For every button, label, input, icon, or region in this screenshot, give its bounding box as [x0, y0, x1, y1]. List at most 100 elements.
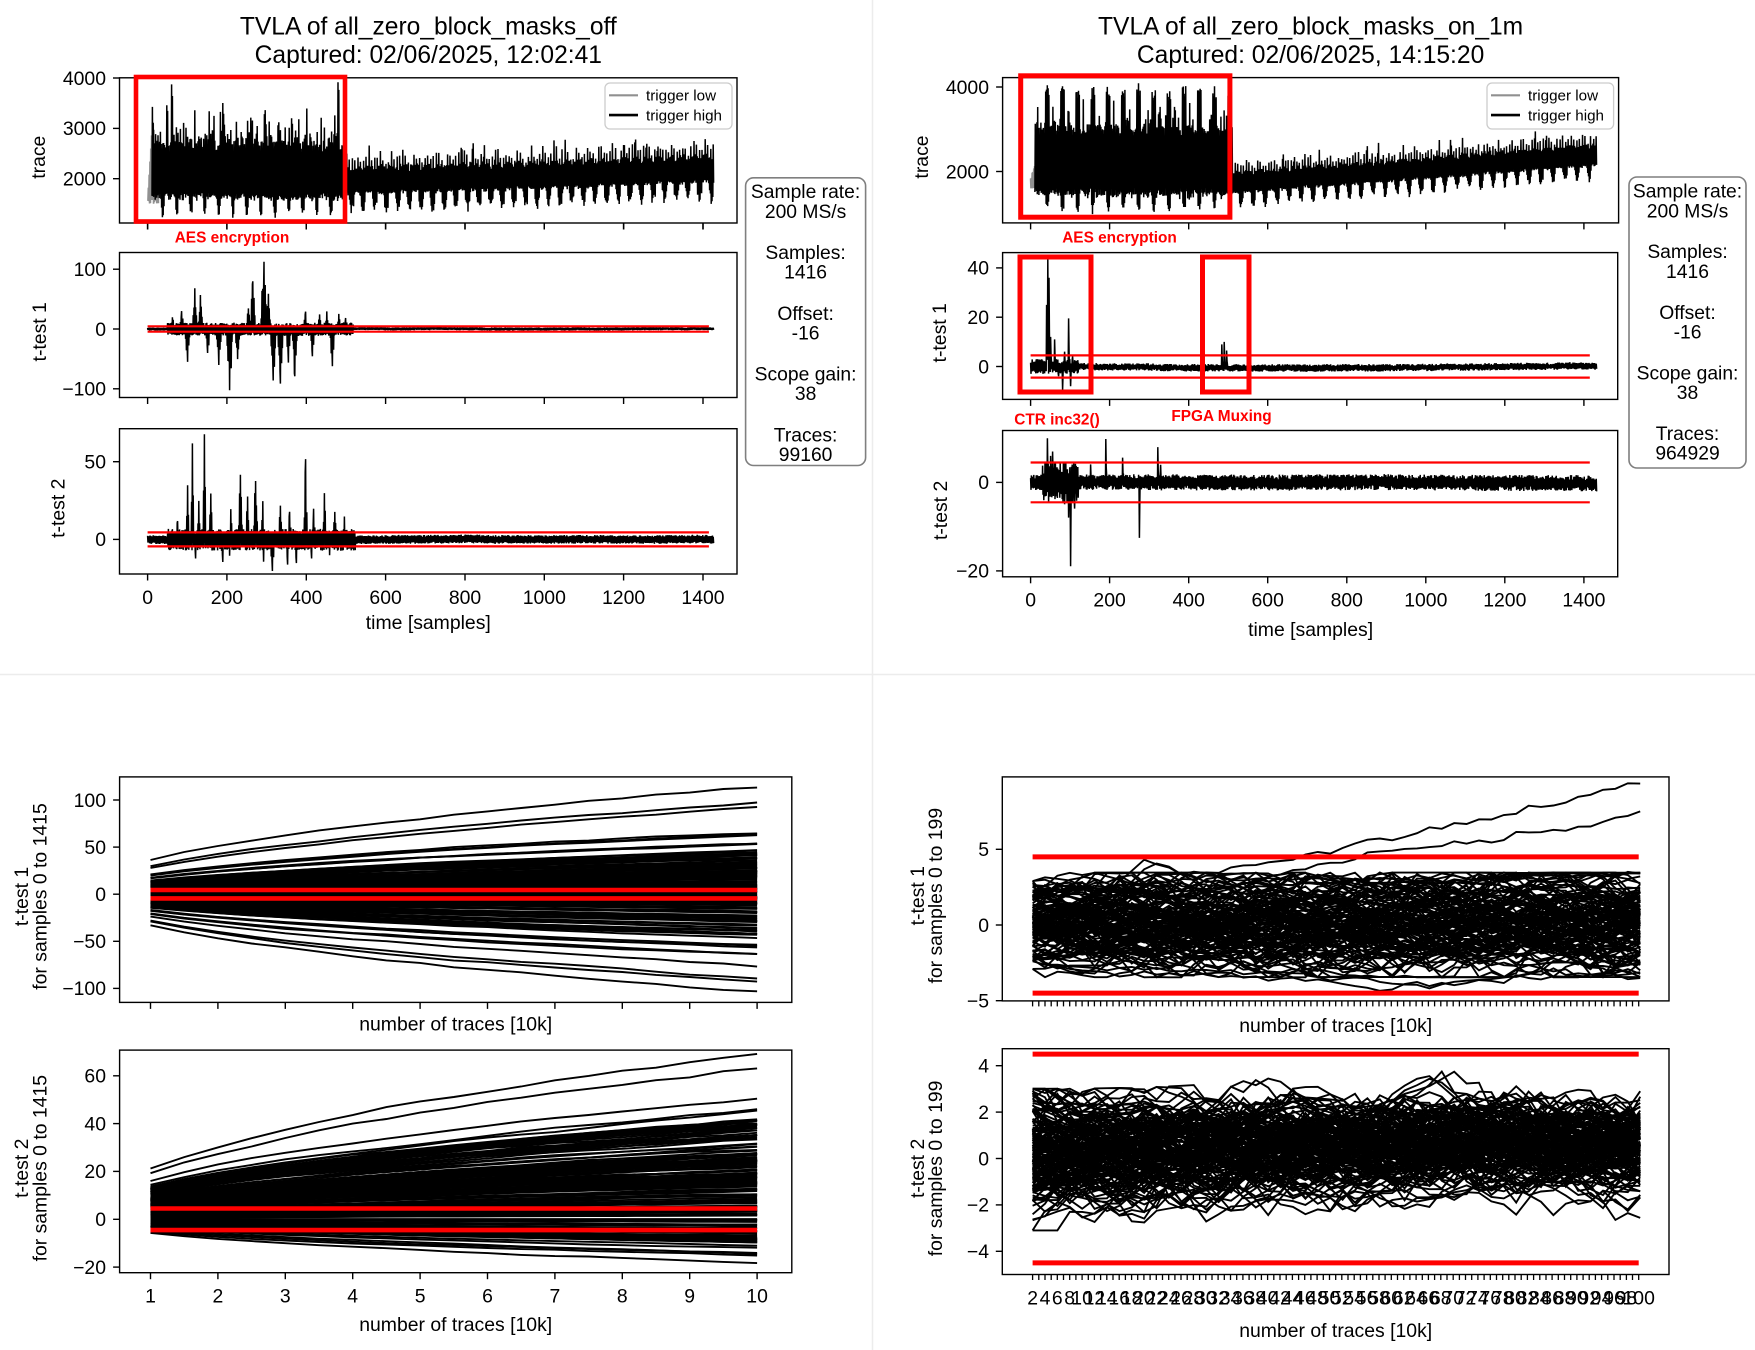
svg-text:trace: trace [911, 135, 933, 178]
svg-text:36: 36 [1232, 1287, 1254, 1309]
svg-text:Captured: 02/06/2025, 14:15:20: Captured: 02/06/2025, 14:15:20 [1137, 42, 1484, 69]
svg-text:40: 40 [1257, 1287, 1279, 1309]
svg-text:trigger low: trigger low [646, 88, 716, 105]
svg-text:78: 78 [1492, 1287, 1514, 1309]
svg-text:1200: 1200 [1483, 589, 1526, 611]
svg-text:100: 100 [74, 259, 107, 281]
svg-text:-16: -16 [792, 323, 820, 344]
svg-text:4: 4 [1040, 1287, 1051, 1309]
svg-text:20: 20 [84, 1161, 106, 1183]
svg-text:8: 8 [617, 1285, 628, 1307]
svg-text:30: 30 [1195, 1287, 1217, 1309]
svg-text:600: 600 [369, 587, 402, 609]
svg-text:88: 88 [1554, 1287, 1576, 1309]
svg-text:for samples 0 to 1415: for samples 0 to 1415 [30, 1075, 52, 1261]
svg-text:56: 56 [1356, 1287, 1378, 1309]
svg-text:74: 74 [1467, 1287, 1489, 1309]
svg-text:for samples 0 to 199: for samples 0 to 199 [925, 808, 947, 984]
svg-text:200: 200 [1093, 589, 1126, 611]
svg-text:Offset:: Offset: [1659, 303, 1715, 324]
svg-text:48: 48 [1306, 1287, 1328, 1309]
svg-text:−100: −100 [62, 978, 106, 1000]
svg-text:−100: −100 [62, 379, 106, 401]
svg-text:time [samples]: time [samples] [1248, 619, 1373, 641]
svg-text:10: 10 [1071, 1287, 1093, 1309]
svg-text:−20: −20 [956, 561, 989, 583]
svg-text:Offset:: Offset: [777, 304, 833, 325]
svg-text:4000: 4000 [946, 77, 989, 99]
svg-text:0: 0 [1025, 589, 1036, 611]
svg-text:1000: 1000 [523, 587, 566, 609]
svg-text:Traces:: Traces: [774, 425, 838, 446]
svg-text:−20: −20 [73, 1257, 106, 1279]
svg-text:number of traces [10k]: number of traces [10k] [359, 1314, 552, 1336]
svg-text:38: 38 [795, 384, 816, 405]
svg-text:10: 10 [746, 1285, 768, 1307]
svg-text:800: 800 [449, 587, 482, 609]
svg-text:1400: 1400 [681, 587, 724, 609]
svg-text:t-test 1: t-test 1 [907, 866, 929, 925]
svg-text:0: 0 [95, 884, 106, 906]
svg-text:9: 9 [684, 1285, 695, 1307]
svg-text:46: 46 [1294, 1287, 1316, 1309]
svg-text:1400: 1400 [1562, 589, 1605, 611]
svg-text:50: 50 [84, 837, 106, 859]
svg-text:AES encryption: AES encryption [1062, 229, 1177, 246]
svg-text:600: 600 [1252, 589, 1285, 611]
svg-text:86: 86 [1541, 1287, 1563, 1309]
svg-text:24: 24 [1158, 1287, 1180, 1309]
svg-text:−5: −5 [967, 991, 989, 1013]
svg-text:trace: trace [28, 136, 50, 179]
svg-text:99160: 99160 [779, 445, 833, 466]
svg-text:38: 38 [1677, 383, 1698, 404]
svg-text:44: 44 [1282, 1287, 1304, 1309]
svg-text:t-test 2: t-test 2 [11, 1139, 33, 1198]
svg-text:28: 28 [1183, 1287, 1205, 1309]
svg-text:0: 0 [95, 1209, 106, 1231]
svg-text:20: 20 [1133, 1287, 1155, 1309]
svg-text:−2: −2 [967, 1195, 989, 1217]
svg-text:6: 6 [482, 1285, 493, 1307]
svg-text:Captured: 02/06/2025, 12:02:41: Captured: 02/06/2025, 12:02:41 [255, 42, 602, 69]
svg-text:time [samples]: time [samples] [366, 612, 491, 634]
svg-text:0: 0 [95, 529, 106, 551]
svg-text:100: 100 [74, 790, 107, 812]
svg-text:FPGA Muxing: FPGA Muxing [1171, 408, 1271, 425]
svg-text:1000: 1000 [1404, 589, 1447, 611]
svg-text:1200: 1200 [602, 587, 645, 609]
svg-text:2: 2 [1027, 1287, 1038, 1309]
svg-text:70: 70 [1442, 1287, 1464, 1309]
svg-text:5: 5 [978, 839, 989, 861]
svg-text:Samples:: Samples: [1647, 242, 1727, 263]
svg-text:64: 64 [1405, 1287, 1427, 1309]
svg-text:60: 60 [1381, 1287, 1403, 1309]
svg-text:TVLA of all_zero_block_masks_o: TVLA of all_zero_block_masks_off [240, 14, 617, 41]
svg-text:number of traces [10k]: number of traces [10k] [1239, 1320, 1432, 1342]
svg-text:number of traces [10k]: number of traces [10k] [1239, 1015, 1432, 1037]
svg-text:1416: 1416 [784, 262, 827, 283]
svg-text:CTR inc32(): CTR inc32() [1014, 411, 1100, 428]
svg-text:t-test 1: t-test 1 [11, 867, 33, 926]
svg-text:16: 16 [1108, 1287, 1130, 1309]
svg-text:0: 0 [978, 356, 989, 378]
svg-text:0: 0 [978, 1148, 989, 1170]
svg-text:for samples 0 to 1415: for samples 0 to 1415 [30, 803, 52, 989]
svg-text:−4: −4 [967, 1241, 989, 1263]
svg-text:trigger high: trigger high [1528, 107, 1604, 124]
svg-text:100: 100 [1623, 1287, 1656, 1309]
svg-text:Scope gain:: Scope gain: [1637, 363, 1739, 384]
svg-text:22: 22 [1146, 1287, 1168, 1309]
svg-text:0: 0 [142, 587, 153, 609]
svg-text:20: 20 [967, 307, 989, 329]
svg-text:18: 18 [1121, 1287, 1143, 1309]
svg-text:7: 7 [550, 1285, 561, 1307]
svg-text:80: 80 [1504, 1287, 1526, 1309]
svg-text:92: 92 [1578, 1287, 1600, 1309]
svg-text:Traces:: Traces: [1656, 424, 1720, 445]
svg-text:62: 62 [1393, 1287, 1415, 1309]
svg-text:76: 76 [1480, 1287, 1502, 1309]
svg-text:Samples:: Samples: [765, 243, 845, 264]
svg-text:200 MS/s: 200 MS/s [1647, 201, 1728, 222]
svg-text:58: 58 [1368, 1287, 1390, 1309]
svg-text:400: 400 [1173, 589, 1206, 611]
